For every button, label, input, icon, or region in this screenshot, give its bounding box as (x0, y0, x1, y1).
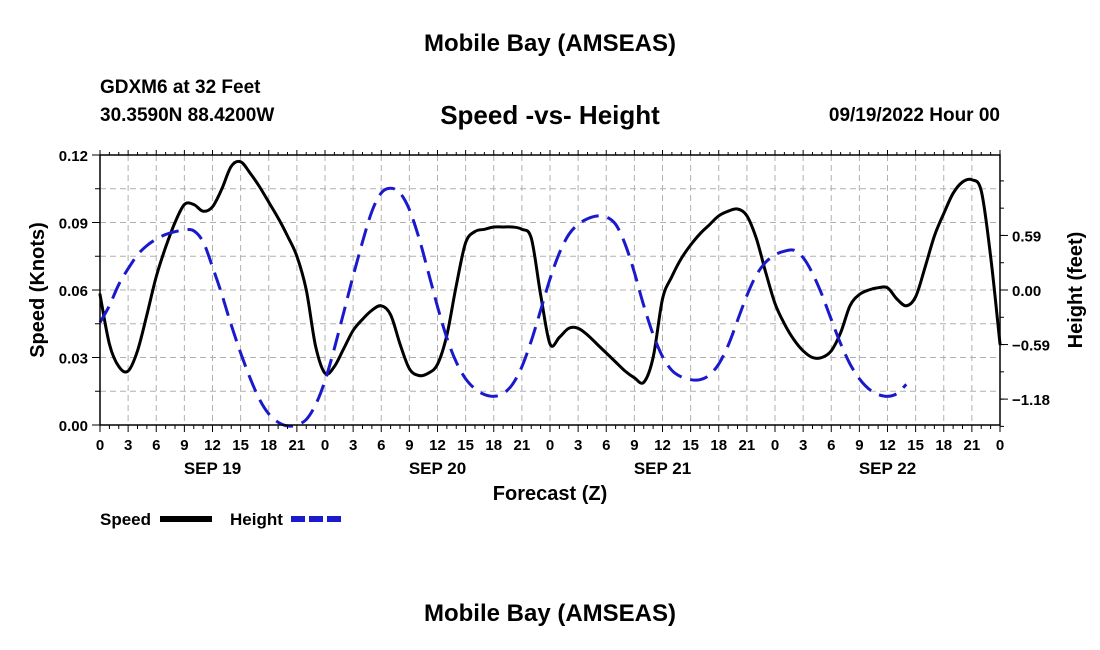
series-line-height (98, 186, 908, 428)
x-tick-label: 15 (907, 437, 924, 454)
x-tick-label: 0 (96, 437, 104, 454)
x-tick-label: 15 (682, 437, 699, 454)
x-tick-label: 12 (204, 437, 221, 454)
x-tick-label: 18 (710, 437, 727, 454)
legend-label-speed: Speed (100, 510, 151, 529)
legend: Speed Height (100, 510, 343, 529)
y-left-tick-label: 0.03 (59, 351, 88, 368)
x-tick-label: 9 (855, 437, 863, 454)
legend-label-height: Height (230, 510, 283, 529)
y-right-tick-label: 0.00 (1012, 283, 1041, 300)
day-label: SEP 19 (184, 459, 241, 478)
x-tick-label: 21 (514, 437, 531, 454)
axis-labels: 0 3 6 9 12 15 18 21 0 3 6 9 12 15 18 21 0 3 6 9 12 15 18 21 0 3 6 9… (27, 148, 1087, 505)
x-tick-label: 21 (739, 437, 756, 454)
series-layer (98, 159, 1002, 428)
x-tick-label: 21 (289, 437, 306, 454)
coordinates-label: 30.3590N 88.4200W (100, 105, 275, 126)
y-left-tick-label: 0.06 (59, 283, 88, 300)
x-axis-title: Forecast (Z) (493, 483, 607, 505)
x-tick-label: 6 (377, 437, 385, 454)
x-tick-label: 0 (996, 437, 1004, 454)
x-tick-label: 12 (879, 437, 896, 454)
y-right-tick-label: −1.18 (1012, 392, 1050, 409)
x-tick-label: 3 (574, 437, 582, 454)
x-tick-label: 12 (654, 437, 671, 454)
forecast-date-label: 09/19/2022 Hour 00 (828, 105, 1000, 126)
footer-chart-title: Mobile Bay (AMSEAS) (423, 600, 677, 627)
x-tick-label: 0 (771, 437, 779, 454)
x-tick-label: 9 (630, 437, 638, 454)
x-tick-label: 15 (457, 437, 474, 454)
x-tick-label: 18 (485, 437, 502, 454)
x-tick-label: 18 (260, 437, 277, 454)
x-tick-label: 21 (964, 437, 981, 454)
x-tick-label: 9 (180, 437, 188, 454)
x-tick-label: 15 (232, 437, 249, 454)
station-label: GDXM6 at 32 Feet (100, 77, 261, 98)
y-right-tick-label: 0.59 (1012, 228, 1041, 245)
y-right-axis-title: Height (feet) (1065, 232, 1087, 349)
series-line-speed (98, 159, 1002, 385)
x-tick-label: 12 (429, 437, 446, 454)
chart-subtitle: Speed -vs- Height (440, 100, 660, 130)
chart-main-title: Mobile Bay (AMSEAS) (423, 30, 677, 57)
x-tick-label: 0 (546, 437, 554, 454)
x-tick-label: 3 (799, 437, 807, 454)
x-tick-label: 6 (827, 437, 835, 454)
x-tick-label: 18 (935, 437, 952, 454)
x-tick-label: 6 (602, 437, 610, 454)
day-label: SEP 21 (634, 459, 691, 478)
x-tick-label: 3 (124, 437, 132, 454)
x-tick-label: 0 (321, 437, 329, 454)
day-label: SEP 22 (859, 459, 916, 478)
y-right-tick-label: −0.59 (1012, 338, 1050, 355)
y-left-tick-label: 0.09 (59, 216, 88, 233)
x-tick-label: 3 (349, 437, 357, 454)
y-left-tick-label: 0.00 (59, 418, 88, 435)
x-tick-label: 9 (405, 437, 413, 454)
y-left-axis-title: Speed (Knots) (27, 222, 49, 358)
x-tick-label: 6 (152, 437, 160, 454)
axis-ticks (92, 150, 1008, 432)
y-left-tick-label: 0.12 (59, 148, 88, 165)
day-label: SEP 20 (409, 459, 466, 478)
